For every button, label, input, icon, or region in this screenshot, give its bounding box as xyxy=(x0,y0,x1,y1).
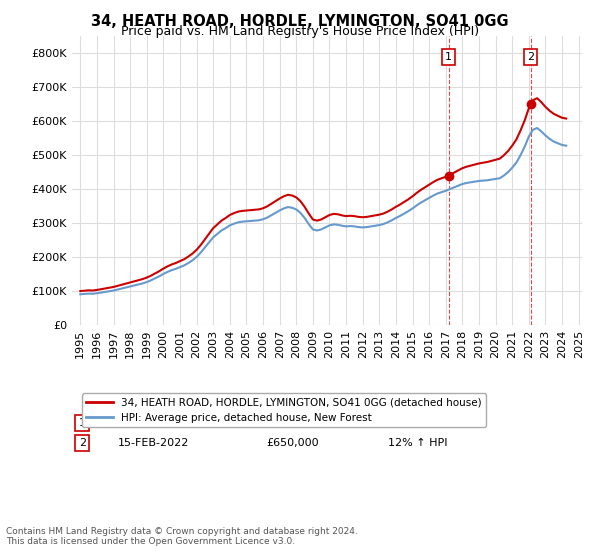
Text: Contains HM Land Registry data © Crown copyright and database right 2024.
This d: Contains HM Land Registry data © Crown c… xyxy=(6,526,358,546)
Text: £650,000: £650,000 xyxy=(266,438,319,448)
Text: 2: 2 xyxy=(527,52,535,62)
Text: 12% ↑ HPI: 12% ↑ HPI xyxy=(388,438,448,448)
Text: 3% ↓ HPI: 3% ↓ HPI xyxy=(388,418,440,428)
Text: 15-FEB-2022: 15-FEB-2022 xyxy=(118,438,189,448)
Text: Price paid vs. HM Land Registry's House Price Index (HPI): Price paid vs. HM Land Registry's House … xyxy=(121,25,479,38)
Text: £440,000: £440,000 xyxy=(266,418,319,428)
Text: 1: 1 xyxy=(445,52,452,62)
Text: 2: 2 xyxy=(79,438,86,448)
Text: 34, HEATH ROAD, HORDLE, LYMINGTON, SO41 0GG: 34, HEATH ROAD, HORDLE, LYMINGTON, SO41 … xyxy=(91,14,509,29)
Legend: 34, HEATH ROAD, HORDLE, LYMINGTON, SO41 0GG (detached house), HPI: Average price: 34, HEATH ROAD, HORDLE, LYMINGTON, SO41 … xyxy=(82,394,485,427)
Text: 1: 1 xyxy=(79,418,86,428)
Text: 01-MAR-2017: 01-MAR-2017 xyxy=(118,418,193,428)
